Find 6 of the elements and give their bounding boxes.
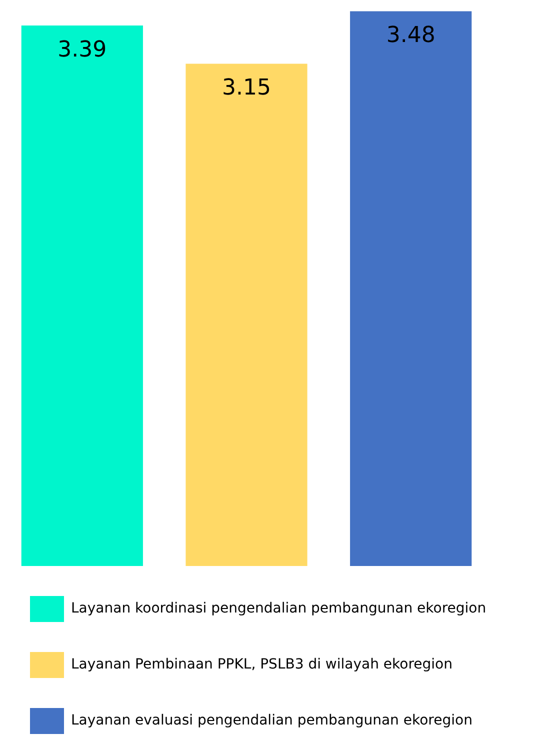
legend-label: Layanan evaluasi pengendalian pembangunan ekoregion — [71, 712, 472, 729]
data-label: 3.15 — [222, 76, 271, 101]
data-label: 3.39 — [58, 37, 107, 62]
data-label: 3.48 — [386, 22, 436, 48]
legend-label: Layanan Pembinaan PPKL, PSLB3 di wilayah ekoregion — [71, 656, 452, 673]
legend-label: Layanan koordinasi pengendalian pembangunan ekoregion — [71, 600, 486, 617]
